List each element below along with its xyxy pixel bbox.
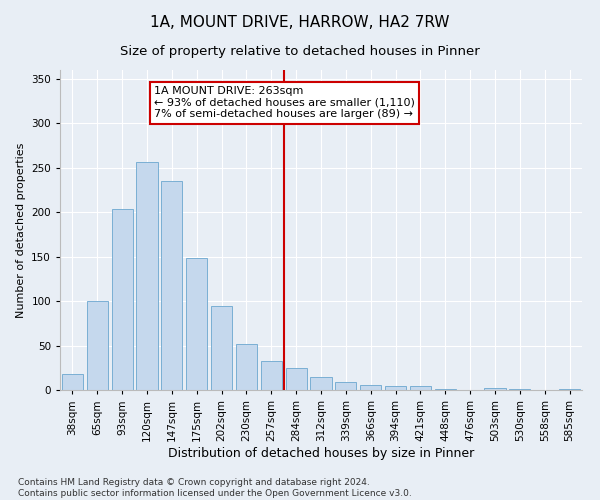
Text: 1A, MOUNT DRIVE, HARROW, HA2 7RW: 1A, MOUNT DRIVE, HARROW, HA2 7RW [150,15,450,30]
Bar [186,258,207,390]
Bar [484,388,506,390]
Bar [112,208,133,390]
Text: Size of property relative to detached houses in Pinner: Size of property relative to detached ho… [120,45,480,58]
Bar [87,301,108,390]
Bar [261,360,282,390]
Y-axis label: Number of detached properties: Number of detached properties [16,142,26,318]
Bar [335,382,356,390]
X-axis label: Distribution of detached houses by size in Pinner: Distribution of detached houses by size … [168,446,474,460]
Bar [161,181,182,390]
Text: 1A MOUNT DRIVE: 263sqm
← 93% of detached houses are smaller (1,110)
7% of semi-d: 1A MOUNT DRIVE: 263sqm ← 93% of detached… [154,86,415,119]
Text: Contains HM Land Registry data © Crown copyright and database right 2024.
Contai: Contains HM Land Registry data © Crown c… [18,478,412,498]
Bar [435,389,456,390]
Bar [286,368,307,390]
Bar [360,384,381,390]
Bar [559,389,580,390]
Bar [62,374,83,390]
Bar [236,344,257,390]
Bar [509,389,530,390]
Bar [136,162,158,390]
Bar [310,376,332,390]
Bar [410,386,431,390]
Bar [385,386,406,390]
Bar [211,306,232,390]
